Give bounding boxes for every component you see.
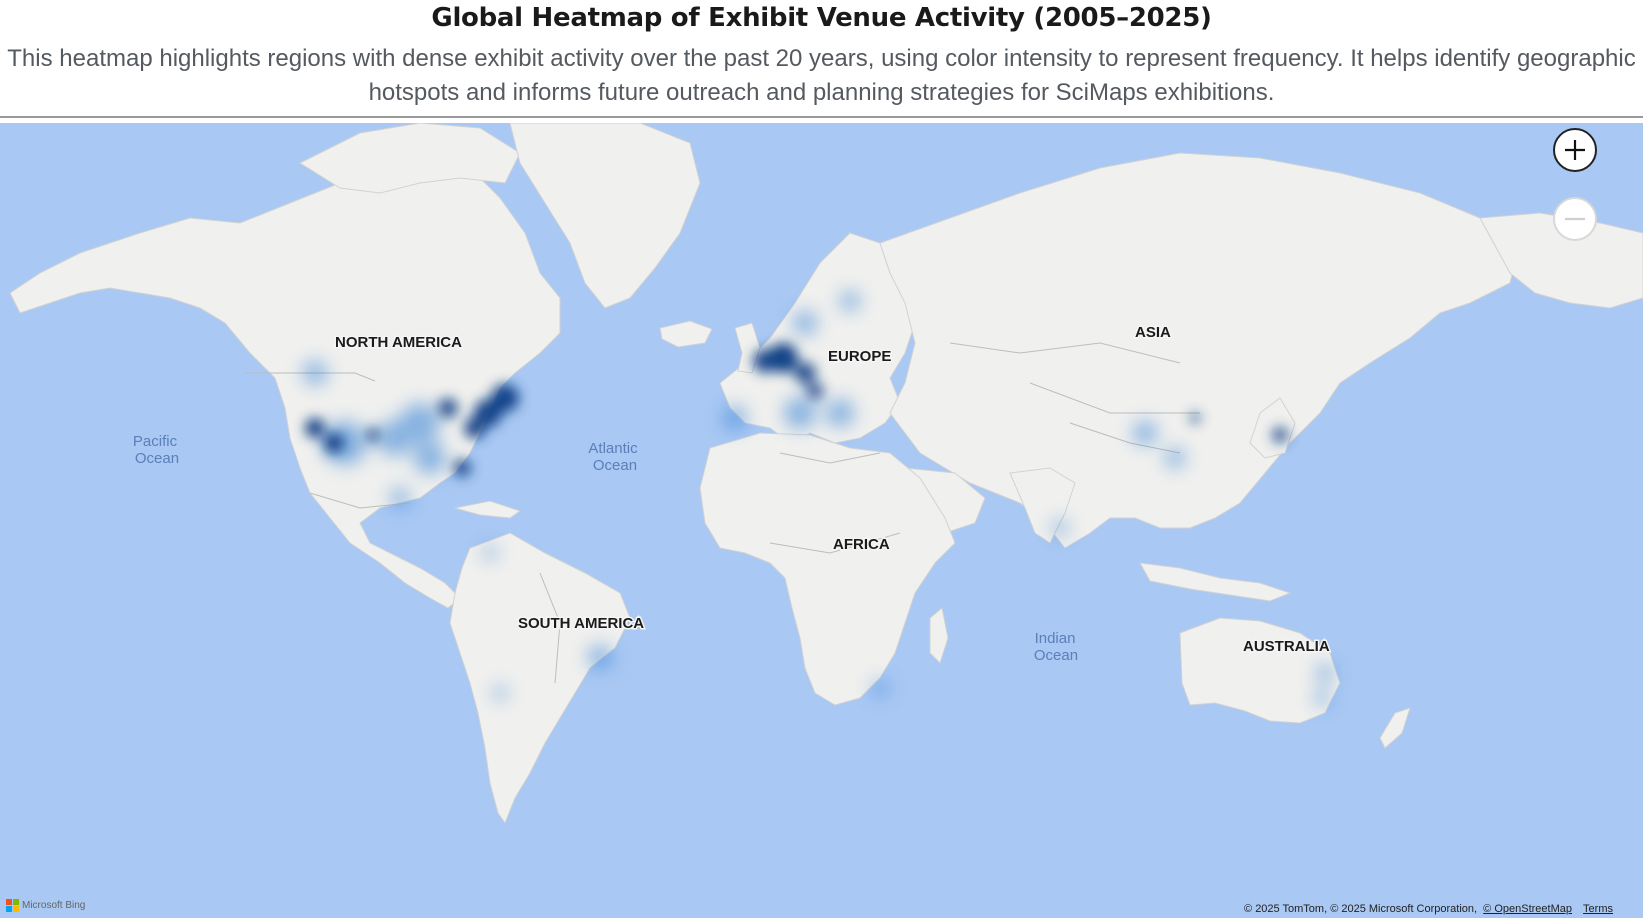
label-north-america: NORTH AMERICA — [335, 334, 462, 351]
heatmap-layer — [303, 291, 1334, 706]
landmasses — [9, 123, 1643, 825]
land-japan — [1249, 397, 1296, 459]
map-attribution: © 2025 TomTom, © 2025 Microsoft Corporat… — [1244, 903, 1613, 915]
land-south-america — [449, 532, 631, 825]
label-atlantic-2: Ocean — [593, 457, 637, 474]
zoom-out-button[interactable] — [1553, 197, 1597, 241]
header-divider — [0, 116, 1643, 118]
land-iceland — [659, 320, 713, 348]
minus-icon — [1565, 217, 1585, 221]
page-subtitle: This heatmap highlights regions with den… — [7, 45, 1636, 106]
label-europe: EUROPE — [828, 348, 891, 365]
land-indonesia — [1139, 562, 1292, 602]
zoom-in-button[interactable] — [1553, 128, 1597, 172]
map-viewport[interactable]: NORTH AMERICA EUROPE ASIA AFRICA SOUTH A… — [0, 123, 1643, 918]
label-pacific-1: Pacific — [133, 433, 178, 450]
land-greenland — [509, 123, 701, 309]
plus-icon — [1565, 140, 1585, 160]
land-arctic-islands — [298, 123, 521, 194]
terms-link[interactable]: Terms — [1583, 903, 1613, 915]
land-caribbean — [454, 500, 522, 519]
country-borders — [245, 342, 1200, 684]
label-africa: AFRICA — [833, 536, 890, 553]
continent-labels: NORTH AMERICA EUROPE ASIA AFRICA SOUTH A… — [334, 323, 1332, 657]
land-australia — [1179, 617, 1341, 724]
land-north-america — [9, 152, 561, 609]
land-asia — [879, 152, 1521, 549]
openstreetmap-link[interactable]: © OpenStreetMap — [1483, 903, 1572, 915]
label-indian-2: Ocean — [1034, 647, 1078, 664]
label-south-america: SOUTH AMERICA — [518, 615, 644, 632]
microsoft-logo-icon — [6, 899, 19, 912]
bing-logo-text: Microsoft Bing — [22, 900, 86, 911]
label-indian-1: Indian — [1035, 630, 1076, 647]
attribution-text: © 2025 TomTom, © 2025 Microsoft Corporat… — [1244, 903, 1478, 915]
page-title: Global Heatmap of Exhibit Venue Activity… — [431, 3, 1212, 33]
label-australia: AUSTRALIA — [1243, 638, 1330, 655]
land-new-zealand — [1379, 707, 1411, 749]
bing-logo: Microsoft Bing — [6, 899, 85, 912]
label-asia: ASIA — [1135, 324, 1171, 341]
world-map[interactable]: NORTH AMERICA EUROPE ASIA AFRICA SOUTH A… — [0, 123, 1643, 918]
label-atlantic-1: Atlantic — [588, 440, 638, 457]
land-africa — [699, 432, 956, 706]
header: Global Heatmap of Exhibit Venue Activity… — [0, 0, 1643, 116]
ocean-labels: Pacific Ocean Atlantic Ocean Indian Ocea… — [133, 433, 1078, 664]
label-pacific-2: Ocean — [135, 450, 179, 467]
land-madagascar — [929, 607, 949, 664]
